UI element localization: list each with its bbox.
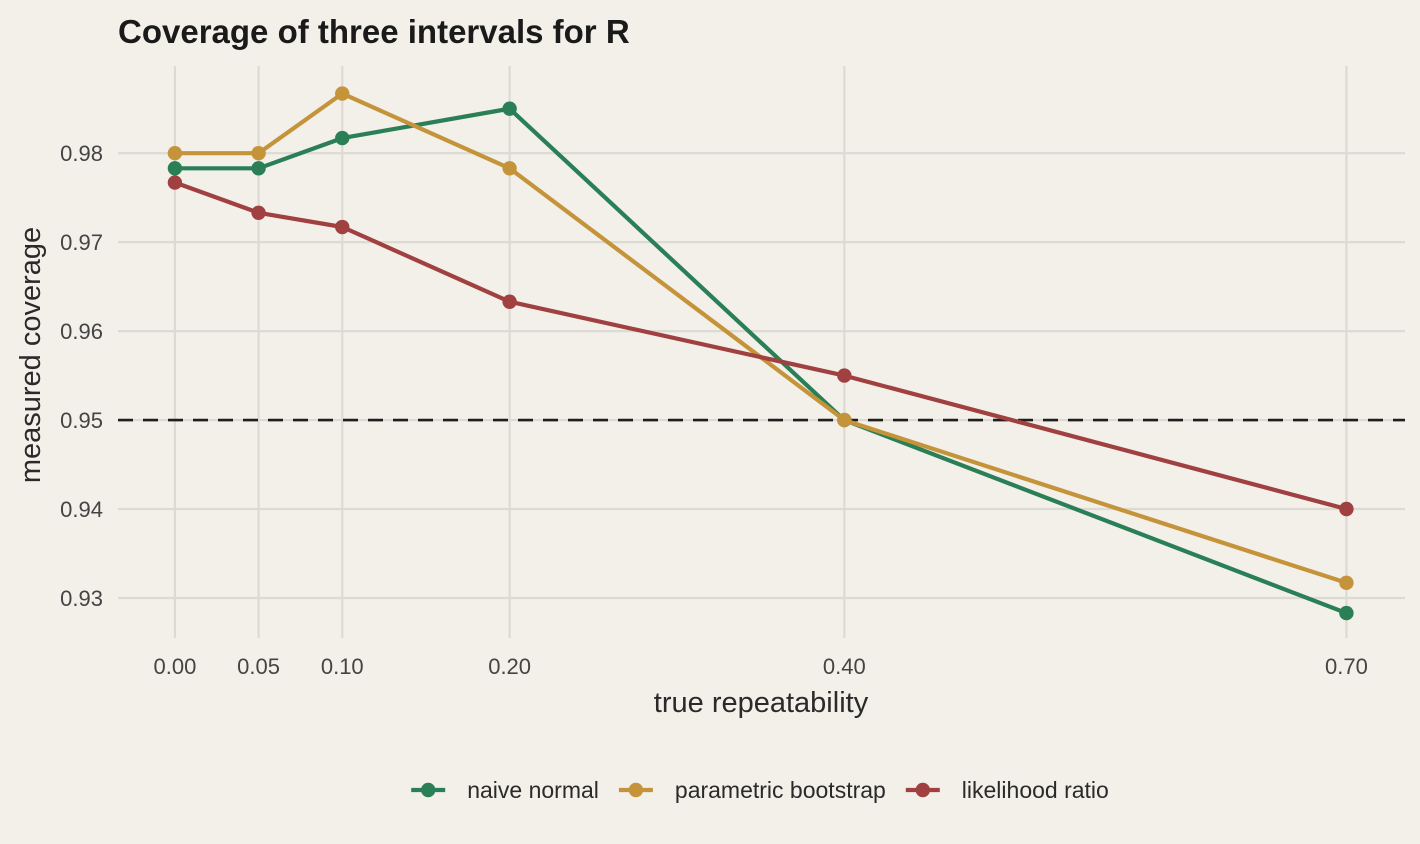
data-point — [1339, 575, 1354, 591]
x-axis-title: true repeatability — [654, 687, 869, 719]
legend-label: parametric bootstrap — [675, 777, 886, 803]
y-tick-label: 0.93 — [60, 586, 103, 611]
legend-item: likelihood ratio — [905, 777, 1109, 803]
legend-key-point — [915, 782, 930, 798]
data-point — [335, 130, 350, 146]
y-tick-label: 0.98 — [60, 141, 103, 166]
grid — [118, 66, 1405, 638]
axes: 0.93 0.94 0.95 0.96 0.97 0.98 0.00 0.05 0.10 0.20… — [60, 141, 1368, 679]
x-tick-label: 0.70 — [1325, 654, 1368, 679]
x-tick-label: 0.40 — [823, 654, 866, 679]
legend-item: naive normal — [411, 777, 599, 803]
data-point — [167, 175, 183, 190]
chart-title: Coverage of three intervals for R — [118, 13, 630, 50]
y-tick-label: 0.97 — [60, 230, 103, 255]
x-tick-label: 0.20 — [488, 654, 531, 679]
legend: naive normal parametric bootstrap likeliho… — [411, 777, 1109, 803]
series-line — [172, 180, 1349, 512]
data-point — [837, 368, 852, 383]
y-axis-title: measured coverage — [15, 227, 47, 483]
data-point — [251, 145, 266, 161]
data-point — [251, 205, 266, 220]
data-point — [167, 145, 183, 161]
data-point — [837, 412, 852, 428]
series-likelihood-ratio — [167, 175, 1354, 517]
data-point — [502, 101, 517, 116]
series-line — [172, 91, 1349, 585]
x-tick-label: 0.00 — [153, 654, 196, 679]
data-point — [502, 294, 517, 309]
x-tick-label: 0.10 — [321, 654, 364, 679]
data-point — [335, 219, 350, 235]
y-tick-label: 0.95 — [60, 408, 103, 433]
legend-label: naive normal — [467, 777, 599, 803]
series-naive-normal — [167, 101, 1354, 621]
series-group — [167, 86, 1354, 621]
series-parametric-bootstrap — [167, 86, 1354, 591]
legend-key-point — [628, 782, 644, 798]
data-point — [251, 161, 266, 176]
data-point — [1339, 501, 1354, 517]
y-tick-label: 0.94 — [60, 497, 103, 522]
legend-key-point — [421, 782, 436, 798]
y-tick-label: 0.96 — [60, 319, 103, 344]
data-point — [1339, 605, 1354, 621]
x-tick-label: 0.05 — [237, 654, 280, 679]
series-line — [172, 106, 1349, 616]
data-point — [502, 161, 517, 176]
legend-item: parametric bootstrap — [618, 777, 886, 803]
data-point — [335, 86, 350, 101]
data-point — [167, 161, 183, 176]
legend-label: likelihood ratio — [962, 777, 1109, 803]
